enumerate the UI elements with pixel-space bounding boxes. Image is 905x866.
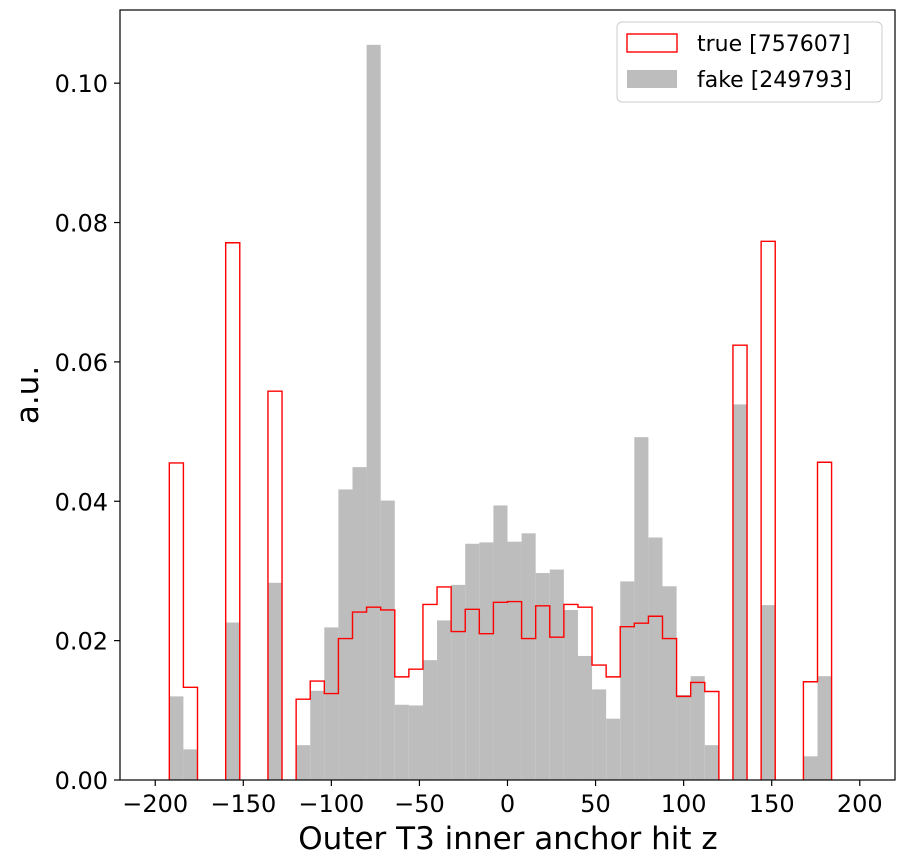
fake-bar <box>493 505 508 780</box>
fake-bar <box>563 609 578 780</box>
x-tick-label: 0 <box>500 790 515 818</box>
y-axis: 0.00 0.02 0.04 0.06 0.08 0.10 <box>55 70 120 795</box>
x-tick-label: 200 <box>837 790 883 818</box>
x-tick-label: −150 <box>210 790 276 818</box>
fake-series <box>169 44 832 781</box>
fake-bar <box>676 694 691 780</box>
fake-bar <box>267 582 283 780</box>
fake-bar <box>817 676 832 780</box>
y-tick-label: 0.02 <box>55 628 108 656</box>
fake-bar <box>620 581 635 780</box>
y-tick-label: 0.00 <box>55 767 108 795</box>
fake-bar <box>521 533 536 780</box>
fake-bar <box>465 543 480 780</box>
fake-bar <box>366 44 381 781</box>
fake-bar <box>324 627 339 780</box>
legend: true [757607] fake [249793] <box>616 21 883 103</box>
true-series-step-line <box>168 240 833 780</box>
x-axis: −200 −150 −100 −50 0 50 100 150 200 <box>122 780 883 818</box>
fake-bar <box>338 489 353 780</box>
x-tick-label: −200 <box>122 790 188 818</box>
x-tick-label: −50 <box>394 790 445 818</box>
fake-bar <box>394 704 409 780</box>
fake-bar <box>310 690 325 780</box>
fake-bar <box>296 745 311 780</box>
fake-bar <box>169 696 184 780</box>
fake-bar <box>479 542 494 780</box>
legend-box <box>616 21 883 103</box>
fake-bar <box>380 500 395 780</box>
legend-label-true: true [757607] <box>697 32 850 57</box>
fake-bar <box>690 676 705 780</box>
fake-bar <box>437 620 452 780</box>
y-tick-label: 0.08 <box>55 210 108 238</box>
fake-bar <box>225 622 240 780</box>
fake-bar <box>732 404 748 780</box>
fake-bar <box>535 573 550 780</box>
x-tick-label: 50 <box>580 790 611 818</box>
y-tick-label: 0.06 <box>55 349 108 377</box>
legend-label-fake: fake [249793] <box>697 68 852 93</box>
x-axis-title: Outer T3 inner anchor hit z <box>298 821 717 857</box>
x-tick-label: 150 <box>749 790 795 818</box>
fake-bar <box>803 756 818 780</box>
fake-bar <box>577 655 593 780</box>
fake-bar <box>662 586 677 780</box>
fake-bar <box>606 718 621 780</box>
fake-bar <box>592 689 607 780</box>
fake-bar <box>648 537 663 780</box>
y-tick-label: 0.04 <box>55 488 108 516</box>
legend-swatch-fake <box>627 70 677 88</box>
fake-bar <box>507 541 522 780</box>
fake-bar <box>408 705 423 780</box>
legend-swatch-true <box>626 33 678 53</box>
y-axis-title: a.u. <box>10 366 46 424</box>
fake-bar <box>761 605 776 780</box>
fake-bar <box>422 660 438 780</box>
fake-bar <box>704 745 719 780</box>
x-tick-label: 100 <box>661 790 707 818</box>
fake-bar <box>634 437 649 780</box>
fake-bar <box>549 569 564 780</box>
y-tick-label: 0.10 <box>55 70 108 98</box>
fake-bar <box>451 584 466 780</box>
fake-bar <box>352 467 367 780</box>
x-tick-label: −100 <box>298 790 364 818</box>
fake-bar <box>183 749 198 780</box>
